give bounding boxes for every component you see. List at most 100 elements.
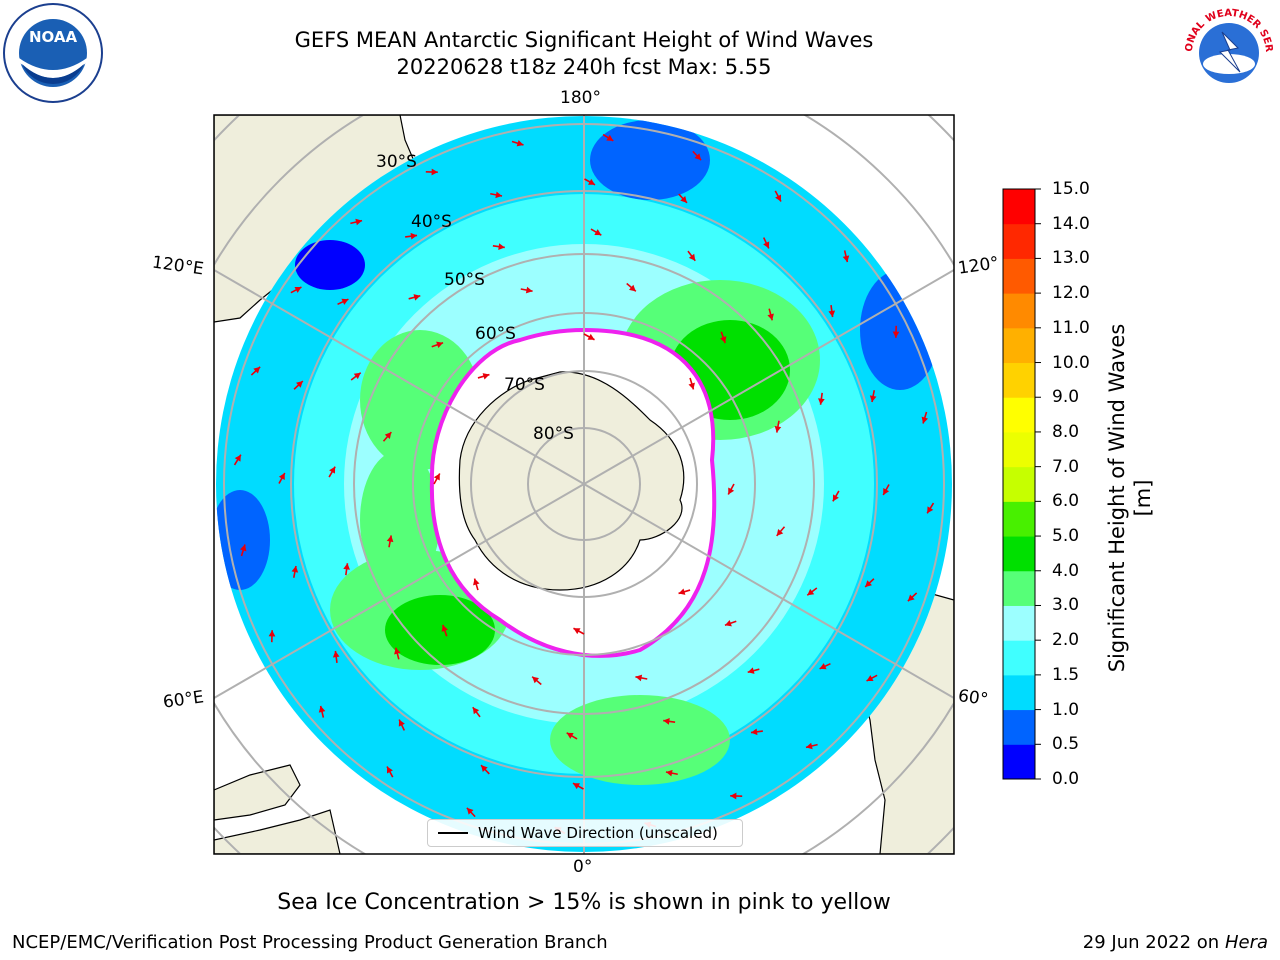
wind-wave-arrow-head <box>525 286 533 294</box>
wind-wave-arrow-head <box>234 454 241 462</box>
wind-wave-arrow-head <box>594 229 602 236</box>
colorbar-segment <box>1003 605 1035 641</box>
colorbar-tick-label: 4.0 <box>1052 560 1080 581</box>
wind-wave-arrow-head <box>869 395 877 403</box>
colorbar-tick-label: 3.0 <box>1052 595 1080 616</box>
colorbar-frame <box>1002 188 1036 780</box>
wind-wave-arrow-head <box>747 667 755 674</box>
lat-label-70s: 70°S <box>504 375 545 395</box>
wind-wave-arrow-head <box>819 663 827 670</box>
colorbar-segment <box>1003 674 1035 711</box>
colorbar <box>1002 188 1041 780</box>
colorbar-tick-label: 1.0 <box>1052 699 1080 720</box>
wind-wave-arrow-head <box>296 381 303 388</box>
wind-wave-arrow-head <box>927 506 934 514</box>
wind-wave-arrow-head <box>865 580 872 587</box>
wind-wave-arrow-head <box>498 243 505 250</box>
wind-wave-arrow-head <box>433 473 440 481</box>
land-antarctica <box>458 371 685 591</box>
footer-credit: NCEP/EMC/Verification Post Processing Pr… <box>12 932 608 953</box>
wind-wave-arrow-head <box>842 255 850 263</box>
colorbar-segment <box>1003 640 1035 676</box>
wind-wave-arrow-head <box>763 241 770 249</box>
colorbar-segment <box>1003 397 1035 433</box>
wind-wave-arrow-head <box>291 565 299 573</box>
colorbar-segment <box>1003 293 1035 329</box>
colorbar-segment <box>1003 258 1035 294</box>
wind-wave-arrow-head <box>767 313 774 321</box>
wind-wave-arrow-head <box>678 588 686 595</box>
colorbar-segment <box>1003 501 1035 537</box>
wind-wave-arrow-head <box>516 139 524 147</box>
wind-wave-arrow-head <box>343 563 350 570</box>
lat-label-50s: 50°S <box>444 270 485 290</box>
wind-wave-arrow-head <box>436 341 444 348</box>
wind-wave-arrow-head <box>253 366 261 374</box>
wind-wave-arrow-head <box>892 331 900 338</box>
colorbar-segment <box>1003 223 1035 259</box>
lat-label-60s: 60°S <box>475 324 516 344</box>
nws-logo: NATIONAL WEATHER SERVICE <box>1178 2 1278 102</box>
wind-wave-arrow-head <box>665 769 673 777</box>
colorbar-segment <box>1003 536 1035 572</box>
wind-wave-arrow-head <box>384 432 392 440</box>
wind-wave-arrow-head <box>921 416 929 424</box>
colorbar-tick-label: 9.0 <box>1052 387 1080 408</box>
wind-wave-arrow-head <box>694 153 702 161</box>
wind-wave-arrow-head <box>386 535 394 543</box>
colorbar-tick-label: 13.0 <box>1052 248 1090 269</box>
wind-wave-arrow-head <box>728 487 735 495</box>
colorbar-tick-label: 14.0 <box>1052 213 1090 234</box>
wind-wave-arrow-head <box>278 472 285 480</box>
colorbar-tick-label: 15.0 <box>1052 179 1090 199</box>
colorbar-segment <box>1003 570 1035 606</box>
wind-wave-arrow-head <box>482 373 490 380</box>
wind-wave-arrow-head <box>776 528 784 536</box>
wind-wave-arrow-head <box>663 718 670 725</box>
colorbar-tick-label: 8.0 <box>1052 421 1080 442</box>
footer-host: Hera <box>1224 932 1268 953</box>
legend-line-sample <box>438 832 468 834</box>
sea-ice-note: Sea Ice Concentration > 15% is shown in … <box>277 890 891 915</box>
wind-wave-arrow-head <box>724 620 732 627</box>
wind-wave-arrow-head <box>606 134 614 141</box>
wind-wave-arrow-head <box>532 676 540 684</box>
colorbar-tick-label: 12.0 <box>1052 283 1090 304</box>
colorbar-tick-label: 5.0 <box>1052 526 1080 547</box>
wind-wave-arrow-head <box>807 588 815 596</box>
footer-date-text: 29 Jun 2022 on <box>1082 932 1220 953</box>
wind-wave-arrow-head <box>680 196 687 203</box>
colorbar-segment <box>1003 362 1035 398</box>
colorbar-tick-label: 0.0 <box>1052 769 1080 789</box>
wind-wave-arrow-head <box>473 578 480 586</box>
footer-date: 29 Jun 2022 on Hera <box>1083 932 1268 953</box>
wind-wave-arrow-head <box>481 765 488 772</box>
graticule <box>214 115 954 854</box>
lat-label-40s: 40°S <box>411 212 452 232</box>
lat-label-30s: 30°S <box>376 152 417 172</box>
wind-wave-arrow-head <box>588 178 596 185</box>
wind-wave-arrow-head <box>341 298 349 305</box>
wind-wave-arrow-head <box>907 594 915 602</box>
wind-wave-arrow-head <box>883 488 890 496</box>
wind-wave-arrow-head <box>832 494 839 502</box>
wind-wave-arrow-head <box>828 310 836 318</box>
colorbar-tick-label: 1.5 <box>1052 664 1080 685</box>
colorbar-segment <box>1003 327 1035 364</box>
colorbar-tick-label: 2.0 <box>1052 630 1080 651</box>
wind-wave-arrow-head <box>688 253 696 261</box>
wind-wave-arrow-head <box>386 766 393 774</box>
wind-wave-arrow-head <box>398 719 405 727</box>
lon-label-60w: 60° <box>956 685 990 711</box>
colorbar-tick-label: 0.5 <box>1052 734 1080 755</box>
colorbar-tick-label: 6.0 <box>1052 491 1080 512</box>
wind-wave-arrow-head <box>566 732 574 739</box>
wind-wave-arrow-head <box>239 544 247 552</box>
wind-wave-arrow-head <box>431 168 438 176</box>
wind-wave-arrow-head <box>774 425 782 433</box>
chart-subtitle: 20220628 t18z 240h fcst Max: 5.55 <box>396 55 772 79</box>
land-africa-2 <box>214 809 341 854</box>
colorbar-segment <box>1003 466 1035 502</box>
wind-wave-arrow-head <box>750 728 758 736</box>
